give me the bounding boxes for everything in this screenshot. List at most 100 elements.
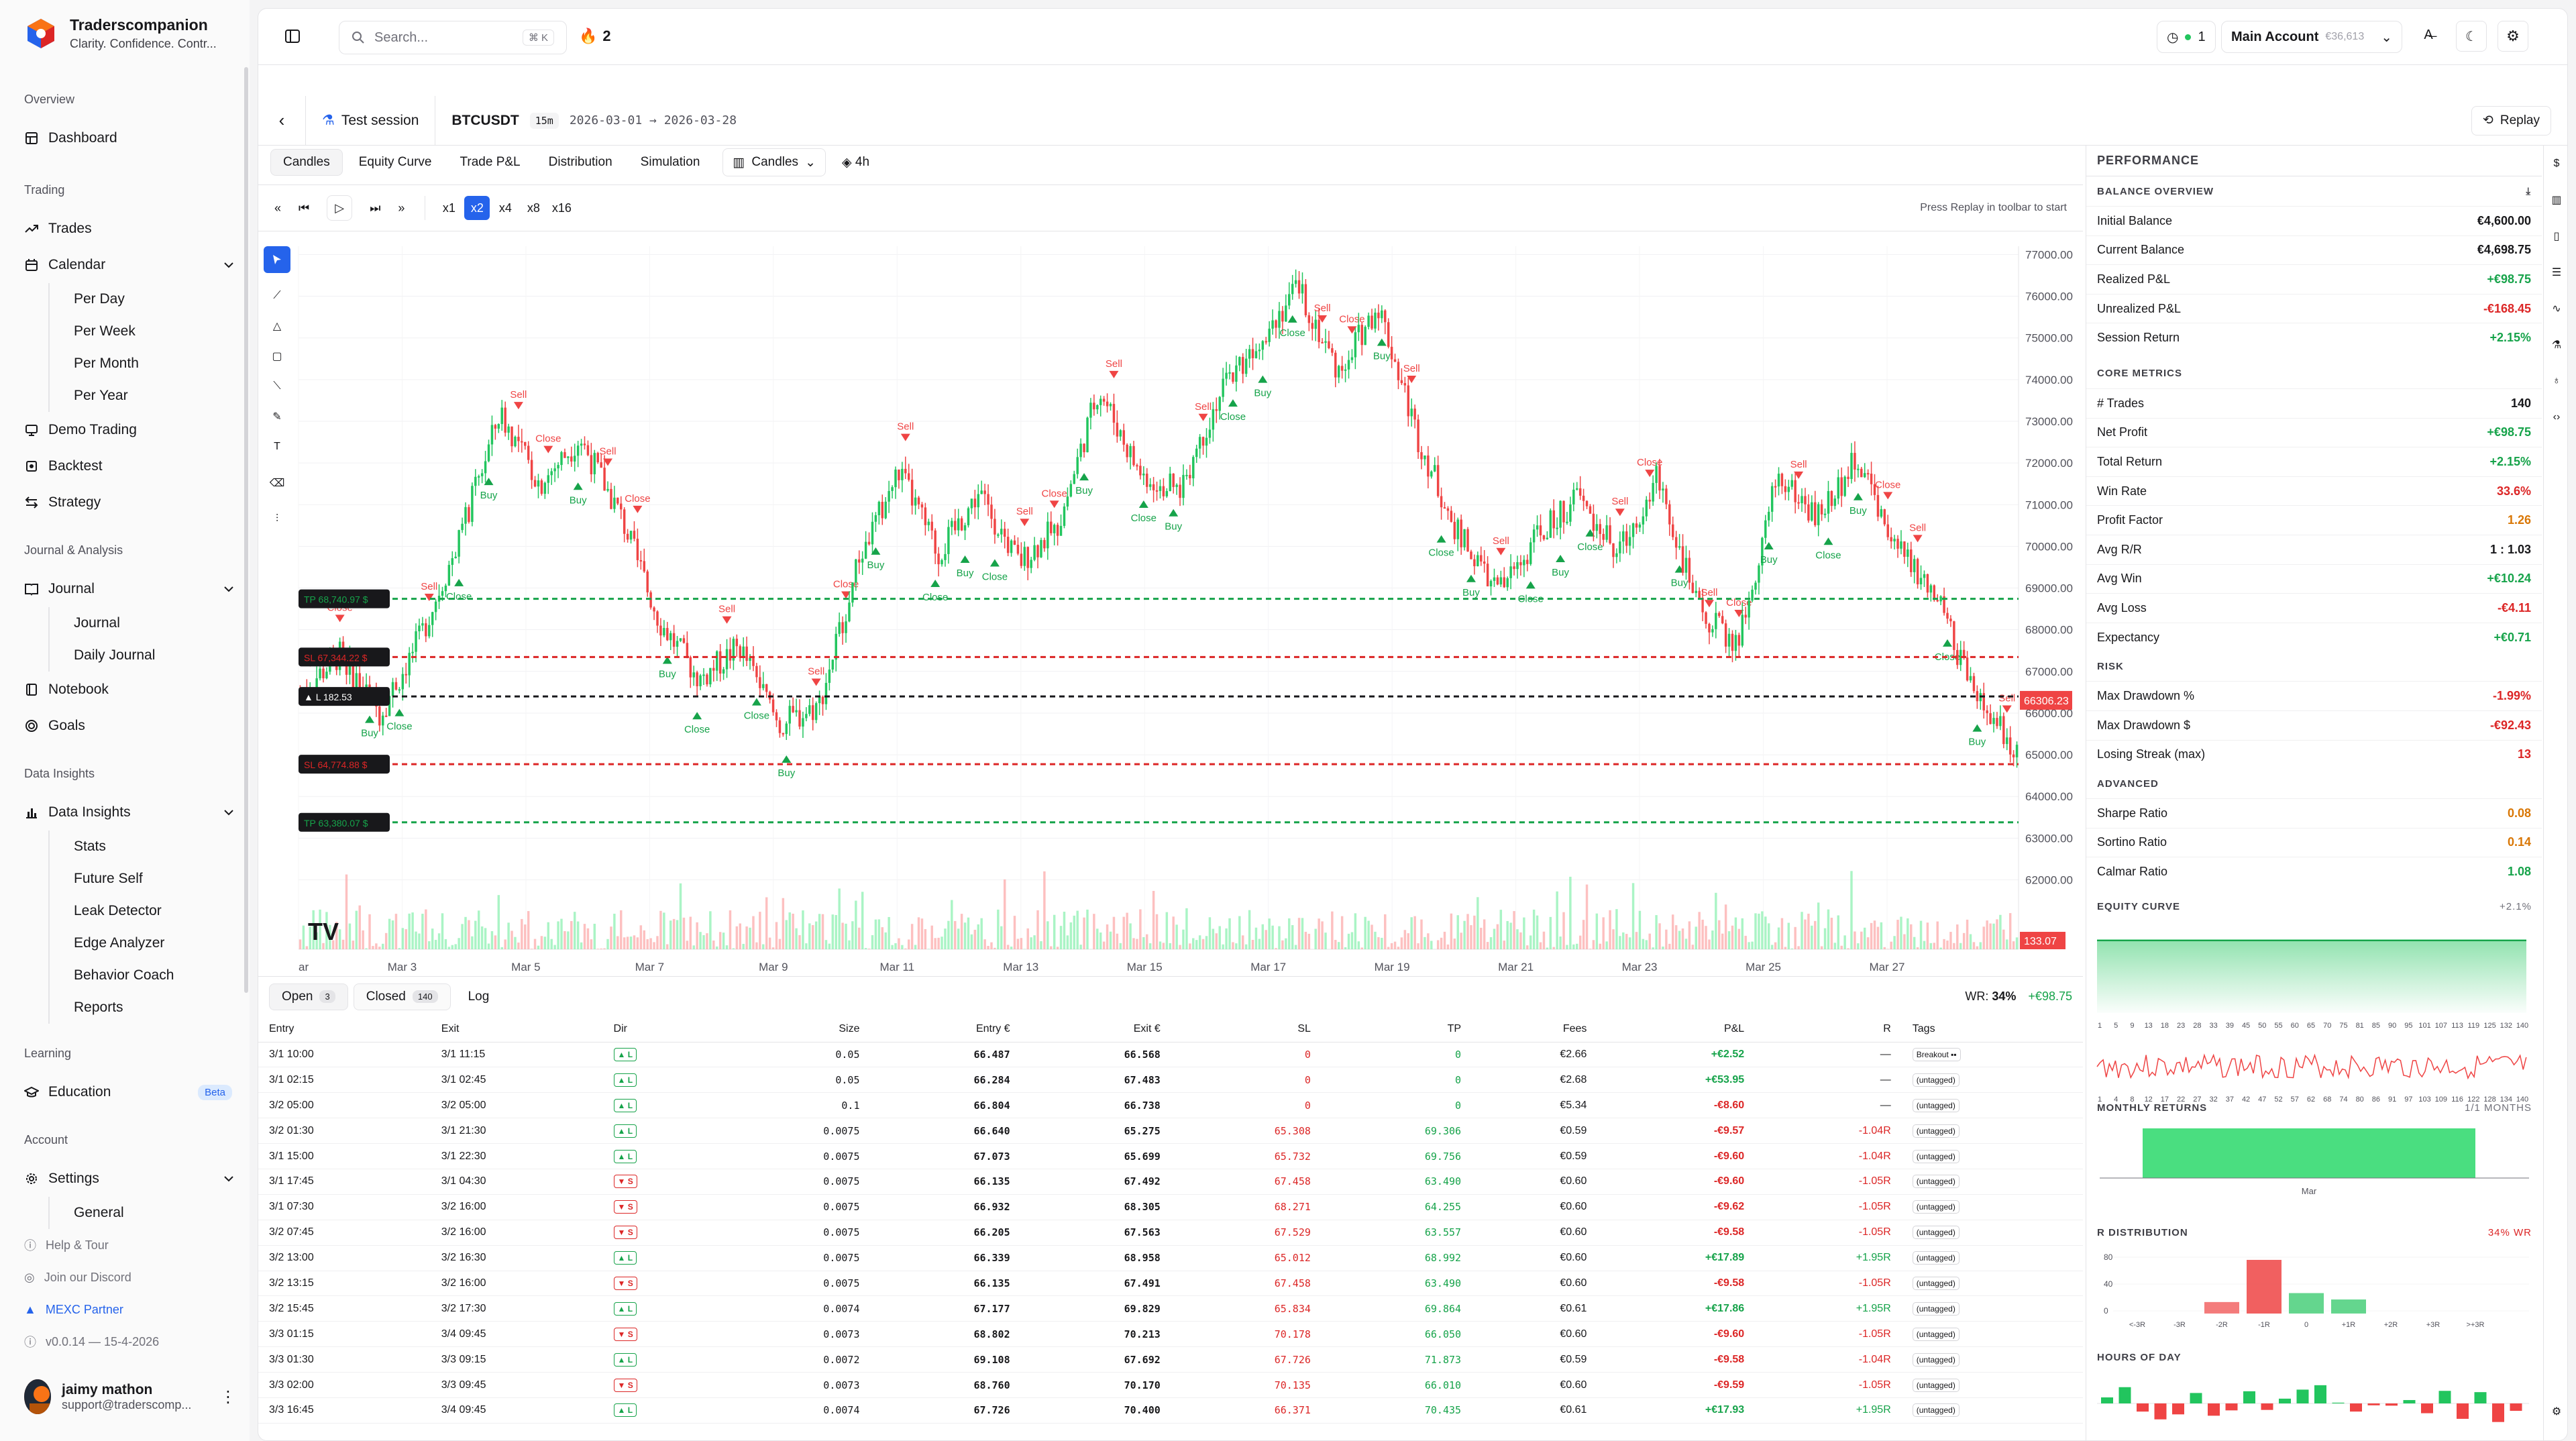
- sidebar-item-per-week[interactable]: Per Week: [74, 323, 136, 339]
- mexc-partner-link[interactable]: ▲ MEXC Partner: [24, 1293, 236, 1326]
- theme-toggle-button[interactable]: ☾: [2456, 21, 2487, 52]
- settings-button[interactable]: ⚙: [2498, 21, 2528, 52]
- sidebar-item-journal[interactable]: Journal: [24, 571, 236, 607]
- column-header[interactable]: Dir: [602, 1016, 720, 1043]
- sidebar-item-leak-detector[interactable]: Leak Detector: [74, 903, 162, 918]
- table-row[interactable]: 3/2 07:45 3/2 16:00 ▼ S 0.0075 66.205 67.563 6…: [258, 1220, 2083, 1246]
- sidebar-item-per-year[interactable]: Per Year: [74, 388, 128, 403]
- tab-trade-pnl[interactable]: Trade P&L: [460, 155, 521, 169]
- table-row[interactable]: 3/2 01:30 3/1 21:30 ▲ L 0.0075 66.640 65.275 6…: [258, 1118, 2083, 1144]
- sidebar-item-strategy[interactable]: Strategy: [24, 484, 236, 521]
- sidebar-item-backtest[interactable]: Backtest: [24, 448, 236, 484]
- sidebar-item-education[interactable]: Education Beta: [24, 1074, 236, 1110]
- sidebar-item-notebook[interactable]: Notebook: [24, 672, 236, 708]
- trendline-tool[interactable]: ⟋: [264, 282, 290, 309]
- rewind-all-icon[interactable]: «: [274, 201, 282, 215]
- pencil-tool[interactable]: ✎: [264, 403, 290, 430]
- tab-equity-curve[interactable]: Equity Curve: [358, 155, 432, 169]
- table-row[interactable]: 3/1 17:45 3/1 04:30 ▼ S 0.0075 66.135 67.492 6…: [258, 1169, 2083, 1195]
- text-tool[interactable]: T: [264, 433, 290, 460]
- translate-button[interactable]: A̶: [2417, 23, 2440, 46]
- sidebar-item-stats[interactable]: Stats: [74, 839, 106, 854]
- tag-badge[interactable]: (untagged): [1912, 1378, 1960, 1392]
- sidebar-scrollbar[interactable]: [244, 67, 248, 993]
- tag-badge[interactable]: (untagged): [1912, 1124, 1960, 1138]
- sidebar-item-settings[interactable]: Settings: [24, 1161, 236, 1197]
- table-row[interactable]: 3/1 15:00 3/1 22:30 ▲ L 0.0075 67.073 65.699 6…: [258, 1143, 2083, 1169]
- tag-badge[interactable]: (untagged): [1912, 1200, 1960, 1214]
- column-header[interactable]: Entry: [258, 1016, 431, 1043]
- tag-badge[interactable]: (untagged): [1912, 1098, 1960, 1112]
- settings-sliders-icon[interactable]: ⚙: [2551, 1406, 2562, 1418]
- column-header[interactable]: Size: [720, 1016, 871, 1043]
- toggle-sidebar-button[interactable]: [281, 25, 304, 48]
- table-row[interactable]: 3/1 07:30 3/2 16:00 ▼ S 0.0075 66.932 68.305 6…: [258, 1194, 2083, 1220]
- sidebar-item-per-month[interactable]: Per Month: [74, 356, 139, 371]
- play-button[interactable]: ▷: [327, 195, 353, 221]
- sidebar-item-behavior-coach[interactable]: Behavior Coach: [74, 967, 174, 983]
- table-row[interactable]: 3/2 15:45 3/2 17:30 ▲ L 0.0074 67.177 69.829 6…: [258, 1295, 2083, 1322]
- notification-pill[interactable]: ◷ 1: [2157, 21, 2216, 53]
- table-row[interactable]: 3/2 05:00 3/2 05:00 ▲ L 0.1 66.804 66.738 0 0 €5…: [258, 1092, 2083, 1119]
- tag-badge[interactable]: (untagged): [1912, 1403, 1960, 1418]
- table-row[interactable]: 3/3 02:00 3/3 09:45 ▼ S 0.0073 68.760 70.170 7…: [258, 1372, 2083, 1398]
- user-menu[interactable]: jaimy mathon support@traderscomp... ⋮: [24, 1379, 236, 1414]
- tab-log[interactable]: Log: [468, 989, 490, 1004]
- bar-chart-icon[interactable]: ▥: [2551, 195, 2562, 206]
- speed-x8[interactable]: x8: [527, 201, 540, 215]
- tag-badge[interactable]: (untagged): [1912, 1301, 1960, 1316]
- help-tour-link[interactable]: ⓘ Help & Tour: [24, 1229, 236, 1261]
- table-row[interactable]: 3/3 01:30 3/3 09:15 ▲ L 0.0072 69.108 67.692 6…: [258, 1346, 2083, 1373]
- tab-candles[interactable]: Candles: [270, 149, 343, 176]
- search-input[interactable]: Search... ⌘ K: [339, 21, 567, 54]
- column-header[interactable]: R: [1755, 1016, 1902, 1043]
- sidebar-item-reports[interactable]: Reports: [74, 1000, 123, 1015]
- activity-icon[interactable]: ∿: [2552, 303, 2561, 315]
- sidebar-item-per-day[interactable]: Per Day: [74, 291, 125, 307]
- tab-simulation[interactable]: Simulation: [640, 155, 700, 169]
- sidebar-item-goals[interactable]: Goals: [24, 708, 236, 744]
- tag-badge[interactable]: (untagged): [1912, 1352, 1960, 1367]
- table-row[interactable]: 3/3 16:45 3/4 09:45 ▲ L 0.0074 67.726 70.400 6…: [258, 1397, 2083, 1424]
- chart-svg[interactable]: 77000.0076000.0075000.0074000.0073000.00…: [258, 233, 2083, 976]
- streak-counter[interactable]: 🔥 2: [579, 28, 611, 45]
- table-row[interactable]: 3/2 13:15 3/2 16:00 ▼ S 0.0075 66.135 67.491 6…: [258, 1271, 2083, 1297]
- more-vertical-icon[interactable]: ⋮: [220, 1387, 236, 1406]
- speed-x2[interactable]: x2: [464, 196, 490, 220]
- tab-distribution[interactable]: Distribution: [548, 155, 612, 169]
- table-row[interactable]: 3/1 02:15 3/1 02:45 ▲ L 0.05 66.284 67.483 0 0 €…: [258, 1067, 2083, 1093]
- skip-forward-icon[interactable]: ⏭: [370, 201, 381, 215]
- table-row[interactable]: 3/1 10:00 3/1 11:15 ▲ L 0.05 66.487 66.568 0 0 €…: [258, 1042, 2083, 1068]
- rectangle-tool[interactable]: ▢: [264, 343, 290, 370]
- back-button[interactable]: ‹: [258, 110, 305, 131]
- tag-badge[interactable]: Breakout ▪▪: [1912, 1047, 1961, 1061]
- speed-x1[interactable]: x1: [442, 201, 455, 215]
- fast-forward-icon[interactable]: »: [398, 201, 405, 215]
- tag-badge[interactable]: (untagged): [1912, 1073, 1960, 1087]
- triangle-tool[interactable]: △: [264, 313, 290, 339]
- tag-badge[interactable]: (untagged): [1912, 1226, 1960, 1240]
- cursor-tool[interactable]: [264, 246, 290, 273]
- sidebar-item-demo-trading[interactable]: Demo Trading: [24, 412, 236, 448]
- ruler-tool[interactable]: ⟍: [264, 373, 290, 400]
- tag-badge[interactable]: (untagged): [1912, 1276, 1960, 1290]
- interval-select[interactable]: ◈ 4h: [830, 149, 881, 176]
- sidebar-item-calendar[interactable]: Calendar: [24, 247, 236, 283]
- dollar-icon[interactable]: $: [2553, 158, 2560, 169]
- sidebar-item-data-insights[interactable]: Data Insights: [24, 794, 236, 831]
- account-selector[interactable]: Main Account €36,613 ⌄: [2221, 21, 2402, 53]
- column-header[interactable]: Tags: [1901, 1016, 2083, 1043]
- discord-link[interactable]: ◎ Join our Discord: [24, 1261, 236, 1293]
- candlestick-chart[interactable]: 77000.00 76000.00 75000.00 74000.00 73000.00…: [258, 233, 2083, 976]
- tab-closed[interactable]: Closed 140: [353, 983, 451, 1010]
- column-header[interactable]: TP: [1321, 1016, 1472, 1043]
- table-row[interactable]: 3/2 13:00 3/2 16:30 ▲ L 0.0075 66.339 68.958 6…: [258, 1245, 2083, 1271]
- download-icon[interactable]: ⤓: [2526, 185, 2531, 197]
- skip-back-icon[interactable]: ⏮: [299, 201, 310, 215]
- column-header[interactable]: Exit: [430, 1016, 603, 1043]
- chart-type-select[interactable]: ▥ Candles ⌄: [722, 148, 826, 176]
- column-header[interactable]: Fees: [1472, 1016, 1598, 1043]
- code-icon[interactable]: ‹›: [2553, 411, 2561, 423]
- file-icon[interactable]: ▯: [2553, 231, 2560, 242]
- speed-x4[interactable]: x4: [498, 201, 512, 215]
